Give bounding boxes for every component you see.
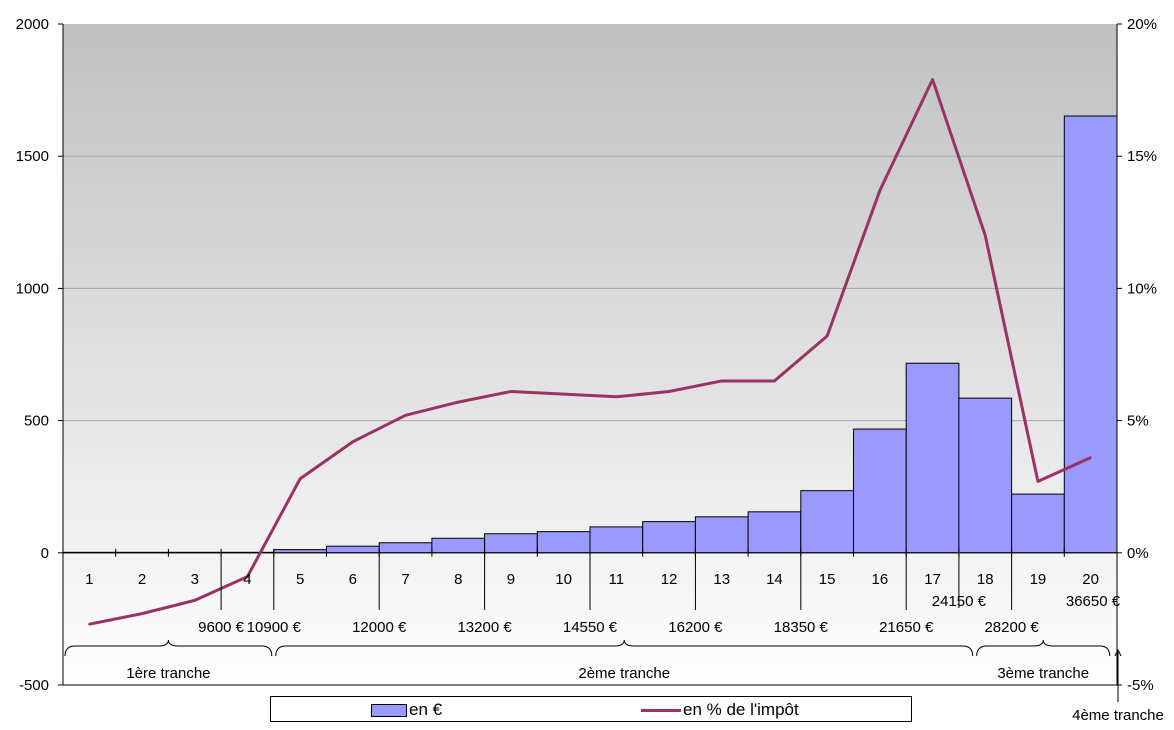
bar-14 [747, 511, 802, 554]
tranche-arrow [1114, 648, 1122, 657]
line-point-13 [720, 379, 723, 383]
legend-item-bar: en € [371, 700, 442, 720]
x-tick-label: 2 [138, 571, 146, 588]
x-tick-label: 5 [296, 571, 304, 588]
y-right-tick-label: 20% [1127, 16, 1157, 33]
line-point-2 [140, 612, 144, 615]
x-tick-label: 19 [1030, 571, 1047, 588]
line-point-4 [246, 575, 249, 578]
x-tick-label: 8 [454, 571, 462, 588]
y-left-tick-label: 0 [41, 545, 49, 562]
legend-line-swatch [641, 708, 681, 712]
line-point-1 [88, 622, 91, 626]
tranche-label: 1ère tranche [126, 665, 210, 682]
bar-16 [853, 428, 907, 554]
x-tick-label: 12 [661, 571, 678, 588]
bar-6 [326, 545, 380, 554]
x-tick-label: 20 [1082, 571, 1099, 588]
x-tick-label: 18 [977, 571, 994, 588]
line-point-10 [562, 392, 565, 396]
line-point-14 [773, 379, 776, 383]
threshold-label: 16200 € [668, 619, 723, 636]
y-left-tick-label: 500 [24, 413, 49, 430]
legend-line-label: en % de l'impôt [683, 700, 799, 719]
bar-7 [378, 542, 433, 554]
line-point-8 [457, 400, 460, 404]
threshold-label: 36650 € [1066, 593, 1121, 610]
threshold-label: 24150 € [932, 593, 987, 610]
threshold-label: 9600 € [198, 619, 245, 636]
line-point-9 [509, 390, 513, 393]
line-point-19 [1036, 480, 1040, 483]
line-point-12 [667, 390, 671, 393]
x-tick-label: 15 [819, 571, 836, 588]
line-point-7 [404, 414, 407, 417]
threshold-label: 13200 € [457, 619, 512, 636]
tranche-brace [64, 639, 273, 657]
y-right-tick-label: 15% [1127, 148, 1157, 165]
y-right-tick-label: 10% [1127, 280, 1157, 297]
line-point-18 [984, 234, 987, 237]
legend-item-line: en % de l'impôt [641, 700, 799, 720]
threshold-label: 14550 € [563, 619, 618, 636]
line-point-16 [878, 189, 882, 192]
line-point-6 [351, 440, 355, 443]
bar-9 [484, 533, 538, 554]
legend-bar-label: en € [409, 700, 443, 719]
y-right-tick-label: 5% [1127, 413, 1149, 430]
line-point-15 [825, 334, 829, 338]
x-tick-label: 14 [766, 571, 783, 588]
x-tick-label: 7 [401, 571, 409, 588]
y-right-tick-label: -5% [1127, 677, 1154, 694]
bar-8 [431, 537, 486, 554]
x-tick-label: 4 [243, 571, 251, 588]
threshold-label: 21650 € [879, 619, 934, 636]
bar-18 [958, 397, 1013, 554]
y-left-tick-label: 1500 [16, 148, 49, 165]
threshold-label: 28200 € [984, 619, 1039, 636]
x-tick-label: 9 [507, 571, 515, 588]
x-tick-label: 1 [85, 571, 93, 588]
x-tick-label: 6 [349, 571, 357, 588]
line-point-17 [931, 78, 934, 81]
y-right-tick-label: 0% [1127, 545, 1149, 562]
tranche-brace [275, 639, 974, 657]
bar-12 [642, 521, 696, 554]
x-tick-label: 13 [713, 571, 730, 588]
line-point-20 [1089, 456, 1092, 459]
tranche-brace [976, 639, 1111, 657]
y-left-tick-label: 1000 [16, 280, 49, 297]
y-left-tick-label: -500 [19, 677, 49, 694]
x-tick-label: 3 [191, 571, 199, 588]
tranche-label: 3ème tranche [997, 665, 1089, 682]
tranche-label: 2ème tranche [578, 665, 670, 682]
threshold-label: 12000 € [352, 619, 407, 636]
bar-13 [694, 516, 749, 554]
bar-10 [536, 531, 591, 554]
line-series [89, 78, 1092, 626]
bar-17 [905, 362, 960, 554]
line-point-11 [615, 395, 618, 399]
bar-20 [1063, 115, 1118, 554]
threshold-label: 18350 € [774, 619, 829, 636]
bar-15 [800, 490, 854, 554]
y-left-tick-label: 2000 [16, 16, 49, 33]
legend: en € en % de l'impôt [270, 696, 912, 722]
threshold-label: 10900 € [247, 619, 302, 636]
x-tick-label: 17 [924, 571, 941, 588]
x-tick-label: 10 [555, 571, 572, 588]
legend-bar-swatch [371, 703, 407, 717]
bar-19 [1011, 493, 1065, 554]
line-point-5 [298, 477, 302, 480]
bar-11 [589, 526, 644, 554]
x-tick-label: 11 [609, 571, 625, 588]
line-point-3 [193, 599, 196, 602]
tranche-label: 4ème tranche [1072, 707, 1164, 724]
x-tick-label: 16 [872, 571, 889, 588]
